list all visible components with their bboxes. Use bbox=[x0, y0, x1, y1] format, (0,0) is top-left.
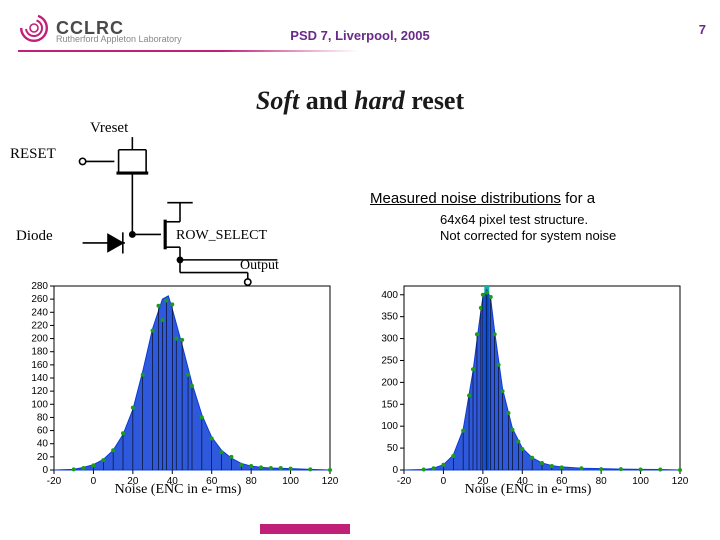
svg-text:0: 0 bbox=[42, 465, 48, 476]
charts-row: Hard reset RESET – Vreset > Vth for rese… bbox=[18, 280, 688, 500]
svg-text:160: 160 bbox=[31, 360, 48, 371]
logo-subtitle: Rutherford Appleton Laboratory bbox=[56, 34, 182, 44]
svg-text:80: 80 bbox=[596, 476, 608, 487]
slide-header: CCLRC Rutherford Appleton Laboratory PSD… bbox=[0, 12, 720, 62]
measured-sub: 64x64 pixel test structure. Not correcte… bbox=[440, 212, 616, 245]
footer-accent bbox=[260, 524, 350, 534]
svg-text:150: 150 bbox=[381, 399, 398, 410]
svg-text:40: 40 bbox=[37, 439, 49, 450]
svg-text:280: 280 bbox=[31, 281, 48, 292]
svg-text:180: 180 bbox=[31, 347, 48, 358]
svg-text:20: 20 bbox=[127, 476, 139, 487]
svg-text:250: 250 bbox=[381, 355, 398, 366]
swirl-icon bbox=[18, 12, 50, 44]
svg-text:350: 350 bbox=[381, 312, 398, 323]
circuit-diagram bbox=[30, 118, 330, 298]
svg-text:220: 220 bbox=[31, 320, 48, 331]
hard-reset-histogram: Hard reset RESET – Vreset > Vth for rese… bbox=[18, 280, 338, 500]
svg-text:100: 100 bbox=[31, 399, 48, 410]
svg-text:40: 40 bbox=[517, 476, 529, 487]
svg-text:260: 260 bbox=[31, 294, 48, 305]
svg-text:80: 80 bbox=[246, 476, 258, 487]
svg-text:50: 50 bbox=[387, 443, 399, 454]
svg-text:120: 120 bbox=[672, 476, 688, 487]
svg-text:100: 100 bbox=[381, 421, 398, 432]
svg-text:200: 200 bbox=[31, 334, 48, 345]
svg-text:60: 60 bbox=[37, 426, 49, 437]
svg-text:140: 140 bbox=[31, 373, 48, 384]
svg-text:0: 0 bbox=[392, 465, 398, 476]
svg-text:120: 120 bbox=[322, 476, 338, 487]
svg-text:40: 40 bbox=[167, 476, 179, 487]
page-number: 7 bbox=[699, 22, 706, 37]
svg-text:60: 60 bbox=[206, 476, 218, 487]
svg-text:400: 400 bbox=[381, 290, 398, 301]
svg-text:-20: -20 bbox=[47, 476, 62, 487]
svg-text:80: 80 bbox=[37, 412, 49, 423]
svg-text:300: 300 bbox=[381, 334, 398, 345]
svg-text:20: 20 bbox=[477, 476, 489, 487]
svg-text:240: 240 bbox=[31, 307, 48, 318]
conference-label: PSD 7, Liverpool, 2005 bbox=[290, 28, 429, 43]
svg-text:120: 120 bbox=[31, 386, 48, 397]
logo-underline bbox=[18, 50, 358, 52]
svg-text:-20: -20 bbox=[397, 476, 412, 487]
svg-text:200: 200 bbox=[381, 377, 398, 388]
soft-reset-histogram: Soft reset RESET ~ Vreset. A factor of >… bbox=[368, 280, 688, 500]
svg-text:20: 20 bbox=[37, 452, 49, 463]
svg-text:60: 60 bbox=[556, 476, 568, 487]
measured-headline: Measured noise distributions for a bbox=[370, 190, 595, 207]
svg-text:0: 0 bbox=[91, 476, 97, 487]
svg-text:100: 100 bbox=[632, 476, 649, 487]
svg-text:100: 100 bbox=[282, 476, 299, 487]
svg-text:0: 0 bbox=[441, 476, 447, 487]
slide-title: Soft and hard reset bbox=[256, 86, 464, 116]
